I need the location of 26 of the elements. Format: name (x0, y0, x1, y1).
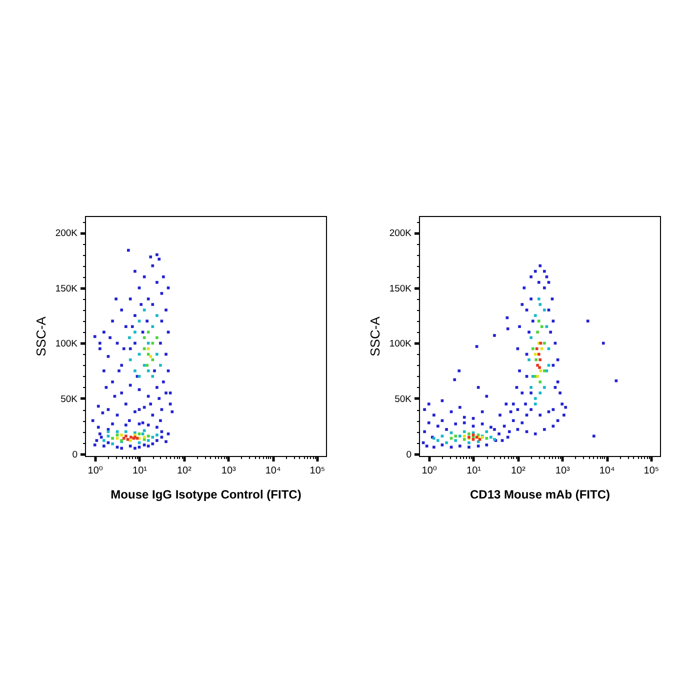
y-tick-label: 200K (55, 228, 78, 240)
x-tick-label: 10⁰ (422, 466, 437, 476)
x-tick-label: 10² (510, 466, 526, 476)
x-tick-label: 10⁴ (265, 466, 281, 476)
y-tick-label: 150K (389, 283, 412, 294)
x-tick-label: 10⁵ (644, 466, 660, 476)
y-tick-label: 200K (389, 228, 412, 240)
x-tick-label: 10³ (555, 466, 570, 476)
x-axis-title: CD13 Mouse mAb (FITC) (470, 488, 610, 502)
y-axis-title: SSC-A (33, 316, 48, 356)
x-tick-label: 10¹ (132, 466, 148, 476)
y-tick-label: 50K (394, 394, 412, 405)
y-tick-label: 150K (55, 283, 78, 294)
x-tick-label: 10⁵ (310, 466, 326, 476)
y-axis-title: SSC-A (367, 316, 382, 356)
y-tick-label: 50K (60, 394, 78, 405)
x-tick-label: 10² (176, 466, 192, 476)
x-tick-label: 10⁴ (599, 466, 615, 476)
y-tick-label: 0 (406, 449, 412, 460)
x-tick-label: 10¹ (466, 466, 482, 476)
y-tick-label: 0 (72, 449, 78, 460)
x-tick-label: 10⁰ (88, 466, 103, 476)
y-tick-label: 100K (389, 338, 412, 350)
y-tick-label: 100K (55, 338, 78, 350)
x-axis-title: Mouse IgG Isotype Control (FITC) (110, 488, 302, 502)
x-tick-label: 10³ (221, 466, 236, 476)
